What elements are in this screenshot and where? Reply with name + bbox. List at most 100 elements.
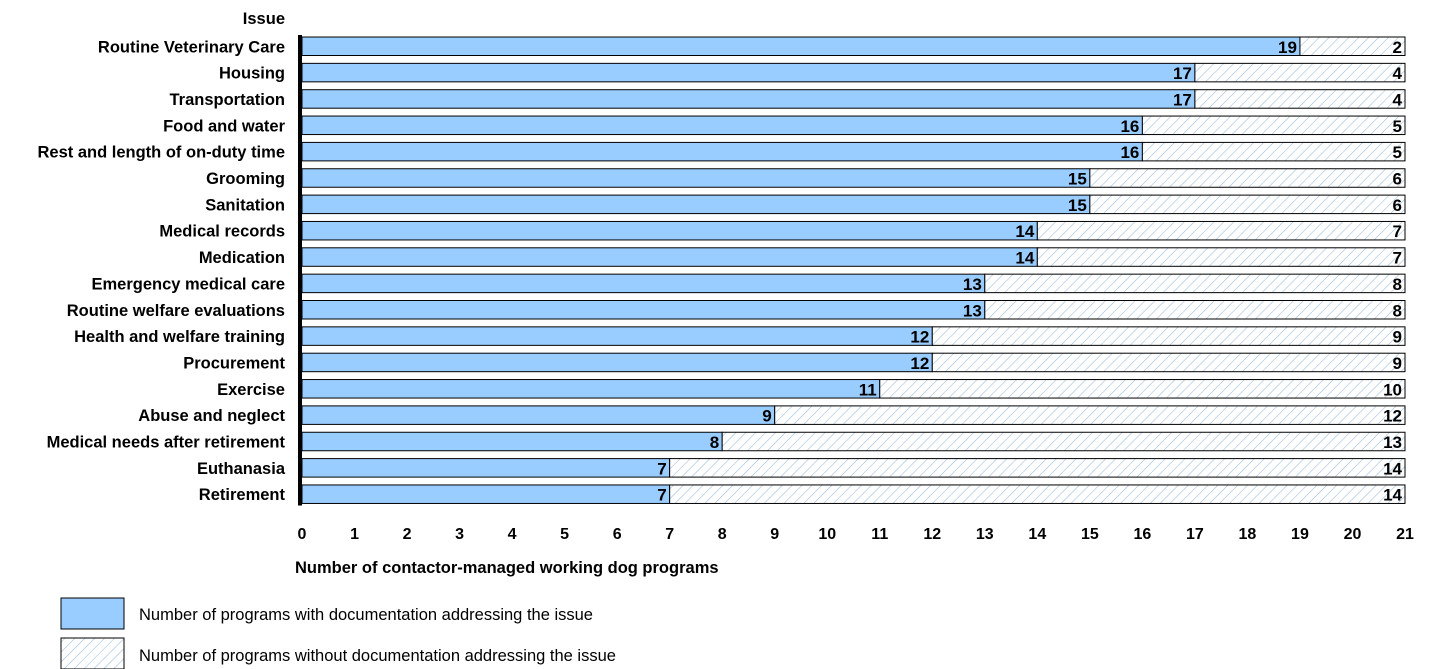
x-tick-label-19: 19 xyxy=(1291,526,1309,543)
value-label-with-documentation-routine-veterinary-care: 19 xyxy=(1278,38,1297,57)
legend-swatch-without-documentation xyxy=(60,637,125,669)
bar-without-documentation-exercise xyxy=(879,379,1406,399)
value-label-with-documentation-routine-welfare-evaluations: 13 xyxy=(963,301,982,320)
bar-without-documentation-housing xyxy=(1194,62,1406,83)
bar-with-documentation-emergency-medical-care xyxy=(301,273,986,294)
category-label-sanitation: Sanitation xyxy=(205,196,285,214)
category-axis-title: Issue xyxy=(243,10,285,28)
bar-with-documentation-grooming xyxy=(301,168,1091,188)
bar-without-documentation-rest-and-length-of-on-duty-time xyxy=(1141,141,1406,162)
value-label-without-documentation-retirement: 14 xyxy=(1383,486,1402,505)
bar-with-documentation-medication xyxy=(301,247,1038,267)
legend-swatch-with-documentation xyxy=(60,597,125,630)
value-label-without-documentation-rest-and-length-of-on-duty-time: 5 xyxy=(1393,143,1402,162)
bar-without-documentation-emergency-medical-care xyxy=(984,273,1406,294)
x-tick-label-11: 11 xyxy=(871,526,888,543)
x-tick-label-7: 7 xyxy=(665,526,674,543)
value-label-with-documentation-exercise: 11 xyxy=(859,380,877,399)
x-tick-label-20: 20 xyxy=(1344,526,1362,543)
x-tick-label-21: 21 xyxy=(1396,526,1414,543)
x-tick-label-1: 1 xyxy=(350,526,359,543)
bar-with-documentation-euthanasia xyxy=(301,458,671,478)
category-label-retirement: Retirement xyxy=(199,486,286,504)
x-tick-label-4: 4 xyxy=(508,526,517,543)
category-label-exercise: Exercise xyxy=(217,381,285,399)
bar-without-documentation-abuse-and-neglect xyxy=(774,405,1406,425)
value-label-without-documentation-medication: 7 xyxy=(1393,249,1402,268)
category-label-routine-veterinary-care: Routine Veterinary Care xyxy=(98,38,285,56)
bar-without-documentation-retirement xyxy=(669,484,1406,504)
value-label-with-documentation-medical-records: 14 xyxy=(1015,222,1034,241)
value-label-with-documentation-medical-needs-after-retirement: 8 xyxy=(710,433,719,452)
x-axis-ticks: 0 1 2 3 4 5 6 7 8 9 10 11 12 13 14 15 16 17 18 19 20 21 xyxy=(298,526,1414,543)
bar-with-documentation-health-and-welfare-training xyxy=(301,326,933,346)
category-label-medical-records: Medical records xyxy=(159,223,285,241)
x-tick-label-5: 5 xyxy=(560,526,569,543)
category-label-housing: Housing xyxy=(219,65,285,83)
x-tick-label-9: 9 xyxy=(770,526,779,543)
bar-with-documentation-housing xyxy=(301,62,1196,83)
bar-with-documentation-routine-welfare-evaluations xyxy=(301,300,986,320)
category-label-medical-needs-after-retirement: Medical needs after retirement xyxy=(47,434,286,452)
category-label-euthanasia: Euthanasia xyxy=(197,460,286,478)
x-axis-title: Number of contactor-managed working dog … xyxy=(295,559,719,577)
category-label-abuse-and-neglect: Abuse and neglect xyxy=(138,407,285,425)
bar-without-documentation-euthanasia xyxy=(669,458,1406,478)
value-label-with-documentation-abuse-and-neglect: 9 xyxy=(762,407,771,426)
value-label-with-documentation-health-and-welfare-training: 12 xyxy=(910,328,929,347)
bar-with-documentation-medical-records xyxy=(301,220,1038,241)
value-label-without-documentation-routine-veterinary-care: 2 xyxy=(1393,38,1402,57)
value-label-with-documentation-sanitation: 15 xyxy=(1068,196,1087,215)
category-label-health-and-welfare-training: Health and welfare training xyxy=(74,328,285,346)
bar-without-documentation-routine-welfare-evaluations xyxy=(984,300,1406,320)
value-label-without-documentation-health-and-welfare-training: 9 xyxy=(1393,328,1402,347)
value-label-with-documentation-emergency-medical-care: 13 xyxy=(963,275,982,294)
category-label-rest-and-length-of-on-duty-time: Rest and length of on-duty time xyxy=(38,144,286,162)
category-label-food-and-water: Food and water xyxy=(163,117,286,135)
bar-with-documentation-procurement xyxy=(301,352,933,373)
value-label-with-documentation-grooming: 15 xyxy=(1068,170,1087,189)
bar-without-documentation-transportation xyxy=(1194,89,1406,109)
value-label-without-documentation-housing: 4 xyxy=(1393,64,1403,83)
value-label-with-documentation-transportation: 17 xyxy=(1173,90,1192,109)
bar-without-documentation-grooming xyxy=(1089,168,1406,188)
category-labels: Routine Veterinary Care Housing Transporta… xyxy=(38,38,286,504)
bar-without-documentation-food-and-water xyxy=(1141,115,1406,136)
x-tick-label-18: 18 xyxy=(1239,526,1257,543)
value-label-without-documentation-transportation: 4 xyxy=(1393,90,1403,109)
bar-with-documentation-food-and-water xyxy=(301,115,1143,136)
bar-with-documentation-routine-veterinary-care xyxy=(301,36,1301,56)
x-tick-label-0: 0 xyxy=(298,526,307,543)
value-label-without-documentation-abuse-and-neglect: 12 xyxy=(1383,407,1402,426)
x-tick-label-13: 13 xyxy=(976,526,994,543)
bar-without-documentation-medication xyxy=(1036,247,1406,267)
legend: Number of programs with documentation ad… xyxy=(60,597,616,669)
value-label-without-documentation-euthanasia: 14 xyxy=(1383,459,1402,478)
x-tick-label-2: 2 xyxy=(403,526,412,543)
bar-with-documentation-rest-and-length-of-on-duty-time xyxy=(301,141,1143,162)
bar-without-documentation-routine-veterinary-care xyxy=(1299,36,1406,56)
category-label-medication: Medication xyxy=(199,249,285,267)
value-label-without-documentation-exercise: 10 xyxy=(1383,380,1402,399)
bar-with-documentation-retirement xyxy=(301,484,671,504)
legend-label-without-documentation: Number of programs without documentation… xyxy=(139,647,616,665)
value-label-without-documentation-routine-welfare-evaluations: 8 xyxy=(1393,301,1402,320)
bar-without-documentation-medical-records xyxy=(1036,220,1406,241)
x-tick-label-16: 16 xyxy=(1133,526,1151,543)
category-label-grooming: Grooming xyxy=(206,170,285,188)
x-tick-label-15: 15 xyxy=(1081,526,1099,543)
bar-without-documentation-medical-needs-after-retirement xyxy=(721,431,1406,452)
category-label-transportation: Transportation xyxy=(169,91,285,109)
value-label-with-documentation-medication: 14 xyxy=(1015,249,1034,268)
x-tick-label-8: 8 xyxy=(718,526,727,543)
category-label-procurement: Procurement xyxy=(183,354,285,372)
bar-without-documentation-sanitation xyxy=(1089,194,1406,215)
value-label-with-documentation-food-and-water: 16 xyxy=(1120,117,1139,136)
value-label-with-documentation-housing: 17 xyxy=(1173,64,1192,83)
x-tick-label-17: 17 xyxy=(1186,526,1204,543)
category-label-emergency-medical-care: Emergency medical care xyxy=(91,275,285,293)
bar-with-documentation-medical-needs-after-retirement xyxy=(301,431,723,452)
value-label-with-documentation-retirement: 7 xyxy=(657,486,666,505)
